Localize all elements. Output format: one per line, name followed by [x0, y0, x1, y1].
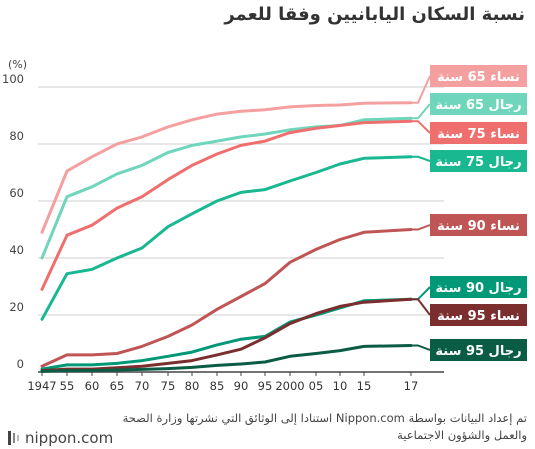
series-line-2	[40, 116, 413, 260]
legend-swatch	[430, 93, 527, 115]
legend-leader-line	[411, 344, 431, 351]
y-axis-unit-label: (%)	[8, 58, 27, 71]
legend-swatch	[430, 304, 527, 326]
series-layer	[40, 101, 413, 373]
series-line-5	[40, 228, 413, 368]
logo-text: nippon.com	[25, 429, 114, 447]
logo-mark-icon	[8, 431, 19, 445]
y-tick-label: 100	[2, 72, 24, 86]
x-tick-label: 90	[234, 379, 249, 393]
legend-leader-line	[411, 103, 431, 120]
legend-label: رجال 90 سنة	[435, 281, 521, 296]
legend-label: نساء 95 سنة	[437, 309, 520, 324]
legend-swatch	[430, 339, 527, 361]
legend-leader-line	[411, 224, 431, 231]
legend-leader-line	[411, 75, 431, 104]
x-tick-label: 2000	[275, 379, 304, 393]
legend-swatch	[430, 276, 527, 298]
legend-label: نساء 90 سنة	[437, 219, 520, 234]
nippon-logo: nippon.com	[8, 429, 113, 447]
y-tick-label: 80	[9, 129, 24, 143]
x-tick-label: 60	[85, 379, 100, 393]
grid-layer: 0 20 40 60 80 100	[2, 72, 444, 373]
series-line-6	[40, 297, 413, 371]
x-tick-label: 15	[357, 379, 372, 393]
x-tick-label: 17	[404, 379, 419, 393]
legend-label: رجال 75 سنة	[435, 155, 521, 170]
legend-label: نساء 65 سنة	[437, 70, 520, 85]
legend-label: نساء 75 سنة	[437, 127, 520, 142]
x-tick-label: 10	[333, 379, 348, 393]
x-tick-label: 80	[185, 379, 200, 393]
series-line-4	[40, 155, 413, 321]
x-tick-label: 1947	[27, 379, 56, 393]
legend-leader-line	[411, 298, 431, 316]
y-tick-label: 40	[9, 243, 24, 257]
x-tick-label: 70	[135, 379, 150, 393]
y-tick-label: 20	[9, 300, 24, 314]
legend-label: رجال 65 سنة	[435, 98, 521, 113]
legend: نساء 65 سنة رجال 65 سنة نساء 75 سنة رجال 75…	[411, 65, 527, 361]
legend-leader-line	[411, 120, 431, 134]
x-tick-label: 55	[60, 379, 75, 393]
y-tick-label: 0	[17, 357, 24, 371]
x-tick-label: 85	[210, 379, 225, 393]
legend-swatch	[430, 214, 527, 236]
chart-title: نسبة السكان اليابانيين وفقا للعمر	[224, 4, 525, 25]
series-line-8	[40, 344, 413, 373]
legend-leader-line	[411, 155, 431, 162]
series-line-3	[40, 119, 413, 291]
legend-swatch	[430, 150, 527, 172]
x-tick-label: 65	[110, 379, 125, 393]
legend-leader-line	[411, 286, 431, 301]
series-line-1	[40, 101, 413, 234]
x-axis-ticks: 1947 55 60 65 70 75 80 85 90 95 2000 05 10 15 17	[27, 372, 418, 393]
legend-label: رجال 95 سنة	[435, 344, 521, 359]
x-tick-label: 95	[258, 379, 273, 393]
legend-swatch	[430, 122, 527, 144]
source-note: تم إعداد البيانات بواسطة Nippon.com استن…	[122, 411, 527, 442]
x-tick-label: 05	[309, 379, 324, 393]
x-tick-label: 75	[161, 379, 176, 393]
series-line-7	[40, 297, 413, 373]
legend-swatch	[430, 65, 527, 87]
y-tick-label: 60	[9, 186, 24, 200]
